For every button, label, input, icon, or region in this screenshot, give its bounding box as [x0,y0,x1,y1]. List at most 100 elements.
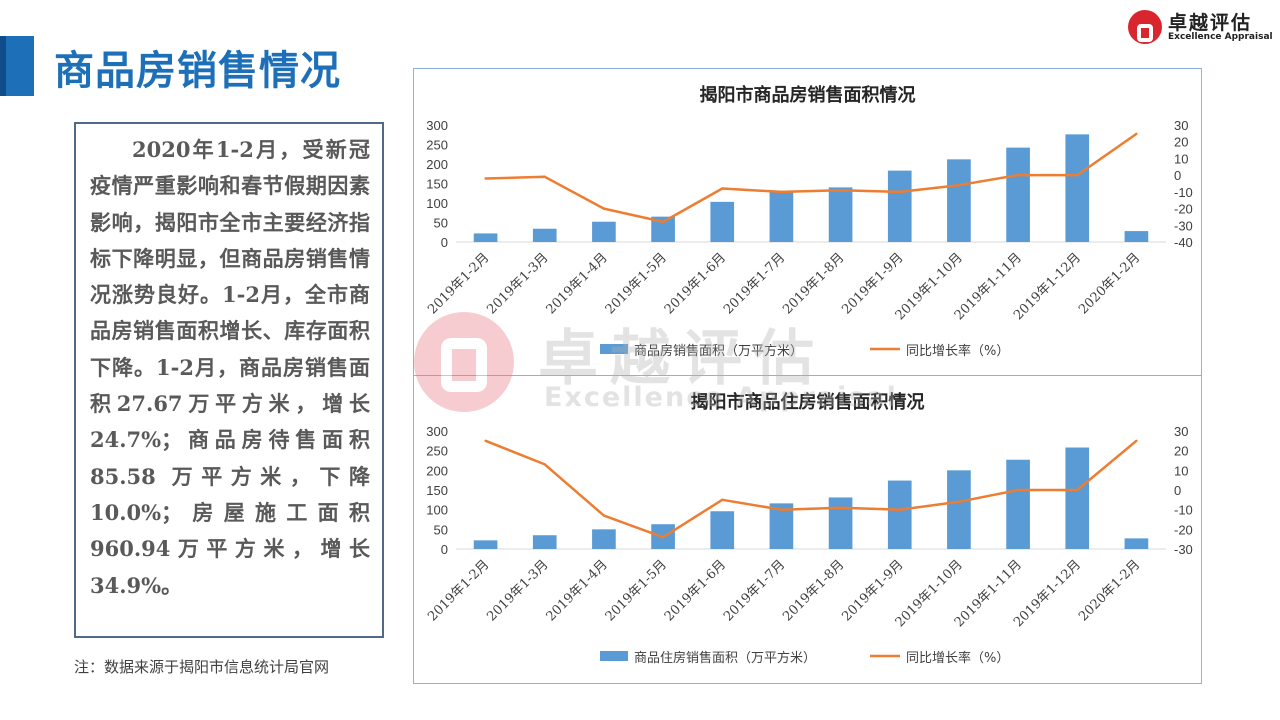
growth-rate-point [721,187,724,190]
y-right-tick-label: 0 [1174,483,1181,498]
bar [532,228,557,242]
bar [651,216,675,242]
chart-title: 揭阳市商品住房销售面积情况 [691,391,925,413]
bar [532,535,557,549]
y-left-tick-label: 50 [434,522,448,537]
growth-rate-point [543,175,546,179]
legend-bar-label: 商品住房销售面积（万平方米） [634,650,816,666]
y-left-tick-label: 100 [426,503,448,518]
bar [1006,147,1030,242]
y-left-tick-label: 300 [426,118,448,133]
y-left-tick-label: 150 [426,177,448,192]
growth-rate-point [484,439,487,443]
x-tick-label: 2019年1-8月 [780,557,847,624]
y-left-tick-label: 300 [426,424,448,439]
bar [1006,459,1030,549]
x-tick-label: 2019年1-2月 [425,250,492,317]
x-tick-label: 2019年1-5月 [603,250,670,317]
logo-name-cn: 卓越评估 [1168,12,1253,34]
y-left-tick-label: 150 [426,483,448,498]
x-tick-label: 2019年1-9月 [839,557,906,624]
growth-rate-point [543,463,546,466]
growth-rate-point [661,536,665,539]
growth-rate-point [602,207,606,210]
data-source-note: 注：数据来源于揭阳市信息统计局官网 [74,658,330,676]
growth-rate-point [839,188,842,192]
y-right-tick-label: -20 [1174,202,1193,217]
brand-logo: 卓越评估 Excellence Appraisal [1128,4,1278,46]
growth-rate-point [1076,488,1079,492]
x-tick-label: 2020年1-2月 [1076,557,1143,624]
bar [769,503,794,549]
x-tick-label: 2019年1-9月 [839,250,906,317]
y-left-tick-label: 250 [426,138,448,153]
growth-rate-line [485,439,1138,539]
x-tick-label: 2019年1-3月 [484,250,551,317]
page-title: 商品房销售情况 [54,48,341,94]
growth-rate-point [1135,439,1138,443]
bar [947,159,971,242]
growth-rate-point [1135,132,1138,136]
bar [1065,134,1090,242]
logo-name-en: Excellence Appraisal [1168,32,1273,42]
x-tick-label: 2019年1-4月 [544,557,611,624]
logo-mark-icon [1128,10,1162,44]
y-right-tick-label: -30 [1174,218,1193,233]
x-tick-label: 2020年1-2月 [1076,250,1143,317]
y-right-tick-label: -40 [1174,235,1193,250]
bar [592,529,616,549]
y-left-tick-label: 50 [434,216,448,231]
x-tick-label: 2019年1-6月 [662,250,729,317]
y-left-tick-label: 200 [426,157,448,172]
legend-bar-label: 商品房销售面积（万平方米） [634,343,803,359]
bar [473,233,498,242]
x-tick-label: 2019年1-3月 [484,557,551,624]
summary-box: 2020年1-2月，受新冠疫情严重影响和春节假期因素影响，揭阳市全市主要经济指标… [74,122,384,638]
growth-rate-point [898,508,901,511]
growth-rate-point [1076,173,1079,177]
bar [887,170,912,242]
y-right-tick-label: 10 [1174,151,1188,166]
growth-rate-point [1016,488,1020,492]
x-tick-label: 2019年1-4月 [544,250,611,317]
y-left-tick-label: 200 [426,463,448,478]
title-accent-edge [0,36,6,96]
bar [1124,231,1149,242]
bar [887,480,912,549]
y-right-tick-label: -30 [1174,542,1193,557]
bar [1124,538,1149,549]
x-tick-label: 2019年1-7月 [721,250,788,317]
bar [1065,447,1090,549]
y-left-tick-label: 100 [426,196,448,211]
y-right-tick-label: -20 [1174,522,1193,537]
legend-bar-swatch [600,651,628,661]
bar [710,511,735,549]
summary-paragraph: 2020年1-2月，受新冠疫情严重影响和春节假期因素影响，揭阳市全市主要经济指标… [90,137,370,598]
x-tick-label: 2019年1-2月 [425,557,492,624]
y-right-tick-label: 10 [1174,463,1188,478]
growth-rate-point [484,177,487,180]
growth-rate-point [957,500,961,503]
chart-sales-area: 揭阳市商品房销售面积情况050100150200250300-40-30-20-… [425,84,1193,359]
growth-rate-point [898,190,901,194]
y-right-tick-label: -10 [1174,185,1193,200]
x-tick-label: 2019年1-7月 [721,557,788,624]
chart-panel-residential-sales-area: 揭阳市商品住房销售面积情况 0 50 100 150 200 250 300 -30 -20 -10… [413,375,1202,684]
bar [828,187,853,242]
growth-rate-line [485,132,1138,224]
y-left-tick-label: 0 [441,542,448,557]
bar [828,497,853,549]
legend-bar-swatch [600,344,628,354]
growth-rate-point [780,508,783,511]
bar [592,221,616,242]
x-tick-label: 2019年1-5月 [603,557,670,624]
y-left-tick-label: 250 [426,444,448,459]
y-right-tick-label: 30 [1174,424,1188,439]
x-tick-label: 2019年1-6月 [662,557,729,624]
growth-rate-point [839,506,842,509]
legend-line-label: 同比增长率（%） [906,343,1009,359]
growth-rate-point [780,190,783,194]
bar [947,470,971,549]
growth-rate-point [1016,173,1020,177]
y-right-tick-label: 0 [1174,168,1181,183]
